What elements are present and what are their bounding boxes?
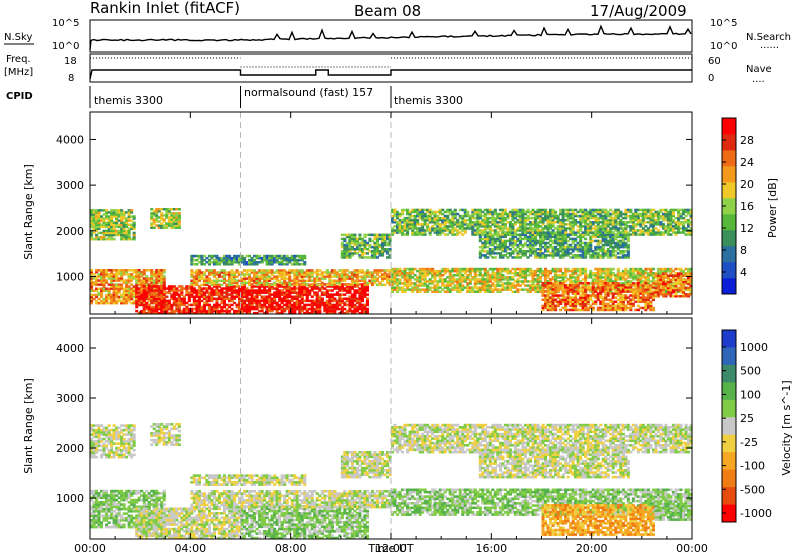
freq-strip: Freq. [MHz] 18 8 60 0 Nave .... <box>4 54 772 85</box>
power-cell-2149 <box>303 261 306 264</box>
power-cell-2464 <box>178 208 181 211</box>
power-cell-2363 <box>133 232 136 235</box>
freq-tick-bottom: 8 <box>68 73 74 84</box>
power-cell-1468 <box>366 293 369 296</box>
cpid-segment-2: normalsound (fast) 157 <box>244 86 373 99</box>
beam-title: Beam 08 <box>354 2 421 20</box>
power-panel: 1000200030004000 Slant Range [km] <box>22 112 693 314</box>
power-cell-4242 <box>574 232 577 235</box>
power-cell-4280 <box>584 238 587 241</box>
freq-label: Freq. <box>6 54 31 65</box>
nsearch-tick-bottom: 10^0 <box>710 41 737 52</box>
nsky-tick-top: 10^5 <box>52 18 79 29</box>
station-title: Rankin Inlet (fitACF) <box>90 0 240 17</box>
power-cell-2151 <box>303 255 306 257</box>
power-cell-4455 <box>627 232 630 235</box>
nsky-strip: N.Sky 10^5 10^0 10^5 10^0 N.Search .....… <box>4 18 791 52</box>
power-cell-2359 <box>130 209 133 212</box>
freq-tick-top: 18 <box>64 56 77 67</box>
nave-tick-top: 60 <box>708 56 721 67</box>
power-cell-2367 <box>133 222 136 225</box>
power-cell-3936 <box>496 232 499 235</box>
cpid-segment-1: themis 3300 <box>94 94 163 107</box>
power-cell-2640 <box>389 248 392 251</box>
cpid-segment-3: themis 3300 <box>394 94 463 107</box>
freq-trace <box>90 70 692 79</box>
power-cell-1797 <box>321 282 324 285</box>
power-cell-2266 <box>113 238 116 241</box>
power-cell-2463 <box>178 212 181 215</box>
nsky-tick-bottom: 10^0 <box>52 41 79 52</box>
freq-unit: [MHz] <box>4 67 33 78</box>
power-cell-2909 <box>454 209 457 212</box>
power-cell-2540 <box>358 234 361 237</box>
cpid-label: CPID <box>6 91 33 102</box>
nave-dots: .... <box>752 74 765 85</box>
power-cell-1258 <box>321 298 324 301</box>
power-cell-406 <box>163 269 166 272</box>
power-cell-3106 <box>504 209 507 212</box>
power-cell-2523 <box>353 234 356 237</box>
power-cell-4451 <box>627 244 630 247</box>
power-cell-4454 <box>627 236 630 239</box>
date-title: 17/Aug/2009 <box>590 2 687 20</box>
power-cell-2952 <box>466 211 469 214</box>
power-cell-3065 <box>494 209 497 212</box>
power-cell-404 <box>163 275 166 278</box>
power-cell-1467 <box>366 298 369 301</box>
nave-tick-bottom: 0 <box>708 73 714 84</box>
nsky-trace <box>90 26 691 50</box>
power-cell-3618 <box>629 209 632 212</box>
power-cell-3312 <box>554 211 557 214</box>
rti-figure: Rankin Inlet (fitACF) Beam 08 17/Aug/200… <box>0 0 800 554</box>
power-cell-2369 <box>133 215 136 218</box>
nsearch-dots: ...... <box>760 40 779 51</box>
nsearch-tick-top: 10^5 <box>710 18 737 29</box>
power-cell-1463 <box>366 308 369 311</box>
power-cell-3919 <box>494 256 497 259</box>
cpid-strip: CPID themis 3300 normalsound (fast) 157 … <box>6 86 463 108</box>
power-cell-549 <box>165 296 168 299</box>
nave-trace <box>90 58 692 67</box>
nsky-frame <box>90 20 692 52</box>
nsky-label: N.Sky <box>4 32 32 43</box>
